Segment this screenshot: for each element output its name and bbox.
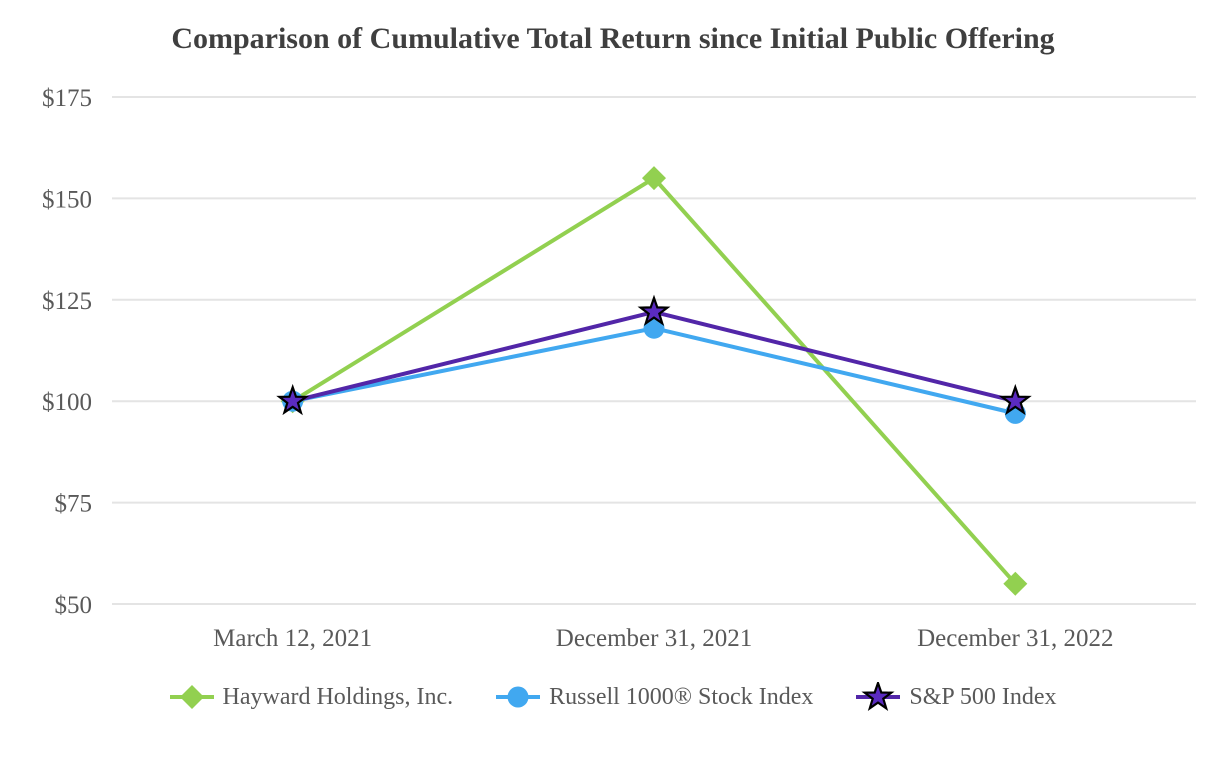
legend-item-2: S&P 500 Index — [856, 682, 1056, 712]
circle-legend-marker-icon — [496, 686, 541, 708]
star-marker-icon — [637, 294, 671, 327]
legend-item-0: Hayward Holdings, Inc. — [169, 682, 454, 712]
star-marker-icon — [998, 383, 1032, 416]
legend-label: Russell 1000® Stock Index — [549, 683, 814, 710]
star-legend-marker-icon — [856, 682, 901, 712]
y-axis-tick-label: $50 — [55, 592, 93, 619]
diamond-legend-marker-icon — [169, 685, 214, 709]
diamond-marker-icon — [1003, 571, 1028, 596]
x-axis-tick-label: March 12, 2021 — [213, 625, 372, 652]
chart-legend: Hayward Holdings, Inc. Russell 1000® Stoc… — [0, 682, 1226, 712]
y-axis-tick-label: $125 — [42, 288, 92, 315]
circle-marker-icon — [507, 686, 529, 708]
star-marker-icon — [276, 383, 310, 416]
circle-marker-icon — [643, 317, 665, 339]
y-axis-tick-label: $175 — [42, 85, 92, 112]
legend-item-1: Russell 1000® Stock Index — [496, 682, 813, 712]
line-chart-plot-area: $175 $150 $125 $100 $75 $50 March 12, 2021 Dece… — [42, 85, 1196, 652]
x-axis-tick-label: December 31, 2022 — [917, 625, 1113, 652]
y-axis-tick-label: $100 — [42, 389, 92, 416]
legend-label: Hayward Holdings, Inc. — [222, 683, 454, 710]
legend-label: S&P 500 Index — [909, 683, 1057, 710]
y-axis-tick-label: $150 — [42, 186, 92, 213]
star-marker-icon — [861, 682, 895, 712]
diamond-marker-icon — [179, 685, 204, 709]
diamond-marker-icon — [642, 166, 666, 191]
chart-title: Comparison of Cumulative Total Return si… — [171, 22, 1055, 55]
y-axis-tick-label: $75 — [55, 491, 93, 518]
x-axis-tick-label: December 31, 2021 — [556, 625, 752, 652]
